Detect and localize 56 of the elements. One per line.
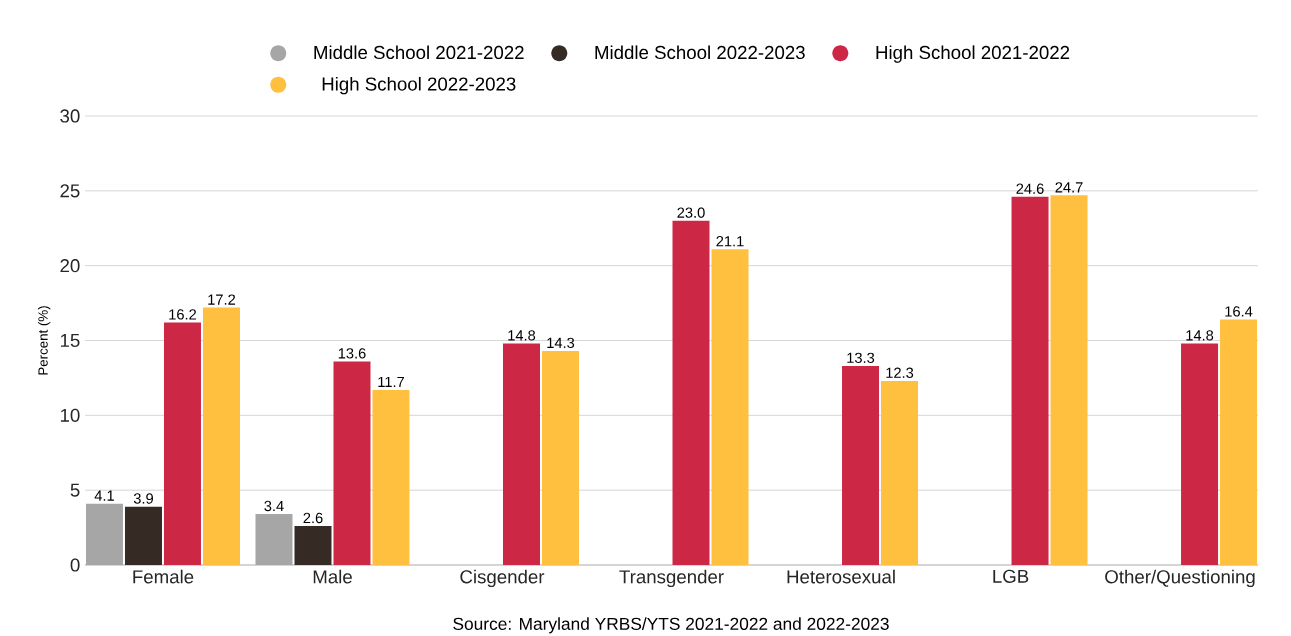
bar xyxy=(202,307,240,565)
y-tick-label: 20 xyxy=(60,259,80,273)
y-tick-label: 30 xyxy=(60,109,80,123)
data-label: 13.3 xyxy=(847,352,875,364)
x-tick-label: Heterosexual xyxy=(787,569,895,584)
y-axis-title: Percent (%) xyxy=(37,306,51,375)
data-label: 4.1 xyxy=(94,490,114,501)
bar xyxy=(503,343,540,565)
bar xyxy=(1181,343,1219,565)
data-label: 2.6 xyxy=(303,512,323,524)
data-label: 21.1 xyxy=(716,236,744,247)
y-tick-label: 5 xyxy=(70,483,80,497)
bar xyxy=(672,220,710,565)
data-label: 14.8 xyxy=(508,330,536,341)
bar xyxy=(1011,196,1049,565)
bar xyxy=(1050,195,1088,565)
legend-label: Middle School 2022-2023 xyxy=(595,45,805,60)
data-label: 17.2 xyxy=(208,294,236,305)
bar xyxy=(294,526,332,565)
legend-label: High School 2022-2023 xyxy=(322,76,516,95)
data-label: 13.6 xyxy=(338,348,366,359)
x-tick-label: Cisgender xyxy=(460,569,545,588)
bar xyxy=(333,361,371,565)
bar xyxy=(542,350,579,565)
source-note: Source: Maryland YRBS/YTS 2021-2022 and 2022-2023 xyxy=(453,617,889,634)
data-label: 3.9 xyxy=(133,493,153,504)
bar xyxy=(842,365,880,565)
data-label: 3.4 xyxy=(264,500,284,512)
x-tick-label: Other/Questioning xyxy=(1105,569,1255,588)
y-tick-label: 10 xyxy=(60,408,80,422)
bar xyxy=(163,322,201,565)
bar xyxy=(124,506,162,565)
bar xyxy=(1220,319,1258,565)
y-tick-label: 15 xyxy=(60,333,80,348)
bar xyxy=(881,380,919,565)
y-tick-label: 0 xyxy=(70,558,80,572)
data-label: 23.0 xyxy=(677,207,705,218)
legend-label: High School 2021-2022 xyxy=(876,45,1070,63)
bar xyxy=(255,514,293,565)
data-label: 24.6 xyxy=(1016,183,1044,194)
bar xyxy=(85,503,123,565)
data-label: 14.8 xyxy=(1186,330,1214,341)
data-label: 16.4 xyxy=(1225,306,1253,317)
data-label: 16.2 xyxy=(169,309,197,320)
data-label: 24.7 xyxy=(1055,182,1083,193)
y-tick-label: 25 xyxy=(60,184,80,198)
legend-label: Middle School 2021-2022 xyxy=(314,45,524,60)
bar xyxy=(372,389,410,565)
data-label: 14.3 xyxy=(547,337,575,349)
bar xyxy=(711,249,749,565)
x-tick-label: Female xyxy=(133,569,194,584)
data-label: 11.7 xyxy=(378,376,404,387)
x-tick-label: Transgender xyxy=(619,569,724,588)
x-tick-label: LGB xyxy=(993,569,1029,583)
x-tick-label: Male xyxy=(313,569,352,584)
data-label: 12.3 xyxy=(886,367,914,378)
